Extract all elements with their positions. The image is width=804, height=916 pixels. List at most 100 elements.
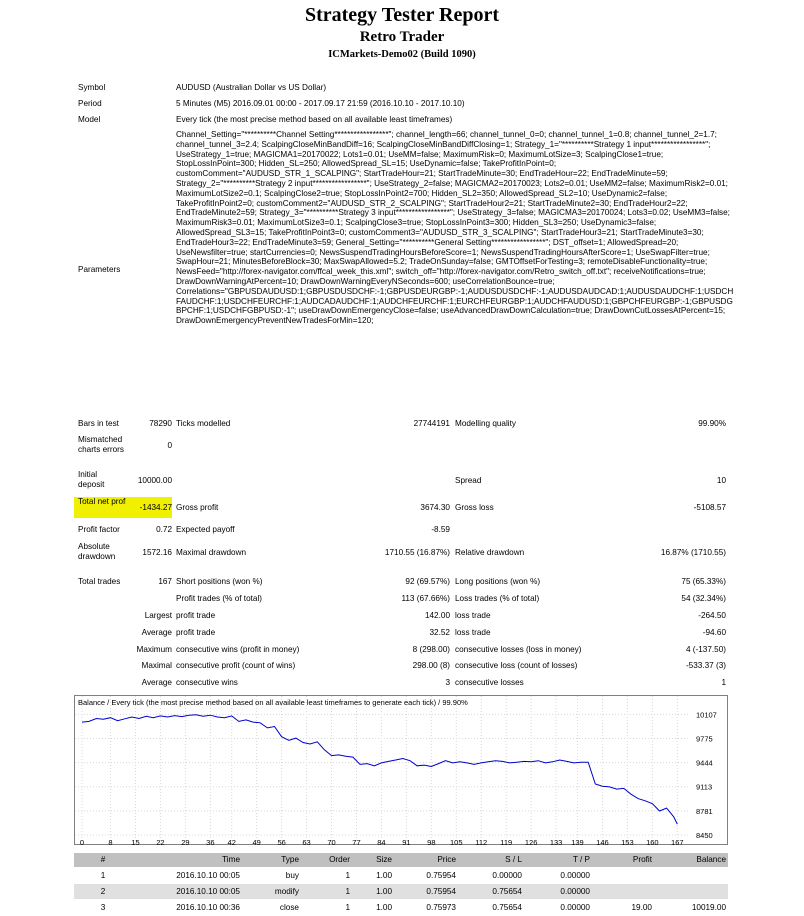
col-time-header: Time bbox=[222, 855, 240, 864]
col-number-cell: 3 bbox=[100, 903, 106, 912]
avg-cons-losses-label: consecutive losses bbox=[455, 678, 524, 687]
net-profit-label: Total net profit bbox=[74, 497, 130, 518]
x-tick-label: 22 bbox=[156, 838, 165, 847]
mismatched-label: Mismatched charts errors bbox=[78, 435, 124, 454]
expert-name: Retro Trader bbox=[359, 29, 445, 45]
expected-payoff-label: Expected payoff bbox=[176, 525, 235, 534]
parameters-label: Parameters bbox=[78, 265, 121, 274]
average-loss-value: -94.60 bbox=[702, 628, 726, 637]
x-tick-label: 0 bbox=[79, 838, 85, 847]
deposit-value: 10000.00 bbox=[137, 476, 172, 485]
x-tick-label: 119 bbox=[500, 838, 513, 847]
abs-drawdown-value: 1572.16 bbox=[142, 548, 172, 557]
max-cons-wins-value: 8 (298.00) bbox=[412, 645, 450, 654]
x-tick-label: 77 bbox=[352, 838, 361, 847]
quality-value: 99.90% bbox=[698, 419, 726, 428]
x-tick-label: 98 bbox=[427, 838, 436, 847]
total-trades-value: 167 bbox=[158, 577, 172, 586]
report-title: Strategy Tester Report bbox=[304, 4, 500, 26]
table-row: 2 2016.10.10 00:05 modify 1 1.00 0.75954 0.756… bbox=[74, 884, 728, 899]
long-label: Long positions (won %) bbox=[455, 577, 541, 586]
largest-profit-label: profit trade bbox=[176, 611, 216, 620]
largest-loss-label: loss trade bbox=[455, 611, 491, 620]
spread-label: Spread bbox=[455, 476, 482, 485]
server-build: ICMarkets-Demo02 (Build 1090) bbox=[328, 49, 476, 60]
gross-loss-label: Gross loss bbox=[455, 503, 494, 512]
x-tick-label: 167 bbox=[671, 838, 684, 847]
col-size-header: Size bbox=[376, 855, 392, 864]
symbol-value: AUDUSD (Australian Dollar vs US Dollar) bbox=[176, 83, 327, 92]
net-profit-value: -1434.27 bbox=[126, 497, 172, 518]
ticks-value: 27744191 bbox=[413, 419, 450, 428]
col-order-cell: 1 bbox=[345, 871, 350, 880]
balance-chart: 10107 9775 9444 9113 8781 8450 Balance / Ever… bbox=[74, 695, 728, 845]
short-label: Short positions (won %) bbox=[176, 577, 263, 586]
col-sl-cell: 0.00000 bbox=[492, 871, 522, 880]
col-balance-header: Balance bbox=[696, 855, 726, 864]
maximal-cons-profit-value: 298.00 (8) bbox=[412, 661, 450, 670]
col-time-cell: 2016.10.10 00:36 bbox=[176, 903, 240, 912]
x-tick-label: 36 bbox=[206, 838, 215, 847]
period-label: Period bbox=[78, 99, 102, 108]
col-number-header: # bbox=[100, 855, 106, 864]
x-tick-label: 146 bbox=[596, 838, 609, 847]
col-tp-cell: 0.00000 bbox=[560, 903, 590, 912]
x-tick-label: 56 bbox=[277, 838, 286, 847]
x-tick-label: 105 bbox=[450, 838, 463, 847]
chart-frame bbox=[74, 695, 728, 845]
gross-profit-label: Gross profit bbox=[176, 503, 219, 512]
col-profit-cell: 19.00 bbox=[631, 903, 653, 912]
y-tick-label: 8781 bbox=[696, 807, 713, 816]
col-number-cell: 1 bbox=[100, 871, 106, 880]
x-tick-label: 112 bbox=[475, 838, 488, 847]
long-value: 75 (65.33%) bbox=[681, 577, 726, 586]
col-type-cell: buy bbox=[285, 871, 299, 880]
maximum-label: Maximum bbox=[136, 645, 172, 654]
avg-cons-losses-value: 1 bbox=[721, 678, 726, 687]
col-order-header: Order bbox=[329, 855, 350, 864]
gross-loss-value: -5108.57 bbox=[693, 503, 726, 512]
ticks-label: Ticks modelled bbox=[176, 419, 231, 428]
col-type-cell: close bbox=[279, 903, 299, 912]
col-tp-cell: 0.00000 bbox=[560, 871, 590, 880]
average-loss-label: loss trade bbox=[455, 628, 491, 637]
x-tick-label: 133 bbox=[549, 838, 563, 847]
max-drawdown-value: 1710.55 (16.87%) bbox=[384, 548, 450, 557]
largest-label: Largest bbox=[144, 611, 172, 620]
y-tick-label: 9444 bbox=[696, 759, 713, 768]
x-tick-label: 84 bbox=[377, 838, 386, 847]
x-tick-label: 91 bbox=[402, 838, 411, 847]
chart-title: Balance / Every tick (the most precise m… bbox=[78, 698, 468, 707]
col-size-cell: 1.00 bbox=[376, 903, 392, 912]
profit-trades-value: 113 (67.66%) bbox=[401, 594, 450, 603]
maximal-label: Maximal bbox=[141, 661, 172, 670]
x-tick-label: 139 bbox=[571, 838, 584, 847]
col-balance-cell: 10019.00 bbox=[691, 903, 726, 912]
table-row: 3 2016.10.10 00:36 close 1 1.00 0.75973 0.7565… bbox=[74, 900, 728, 915]
profit-factor-value: 0.72 bbox=[156, 525, 172, 534]
quality-label: Modelling quality bbox=[455, 419, 516, 428]
col-profit-header: Profit bbox=[632, 855, 652, 864]
y-tick-label: 9113 bbox=[696, 783, 712, 792]
max-cons-wins-label: consecutive wins (profit in money) bbox=[176, 645, 300, 654]
x-tick-label: 8 bbox=[108, 838, 113, 847]
bars-label: Bars in test bbox=[78, 419, 119, 428]
loss-trades-value: 54 (32.34%) bbox=[681, 594, 726, 603]
average-profit-label: profit trade bbox=[176, 628, 216, 637]
col-tp-cell: 0.00000 bbox=[560, 887, 590, 896]
col-price-cell: 0.75973 bbox=[426, 903, 456, 912]
profit-factor-label: Profit factor bbox=[78, 525, 120, 534]
col-type-cell: modify bbox=[274, 887, 299, 896]
col-price-cell: 0.75954 bbox=[426, 871, 456, 880]
x-tick-label: 42 bbox=[227, 838, 236, 847]
largest-loss-value: -264.50 bbox=[698, 611, 726, 620]
period-value: 5 Minutes (M5) 2016.09.01 00:00 - 2017.0… bbox=[176, 99, 465, 108]
maximal-cons-loss-value: -533.37 (3) bbox=[685, 661, 726, 670]
average2-label: Average bbox=[141, 678, 172, 687]
col-tp-header: T / P bbox=[572, 855, 590, 864]
model-value: Every tick (the most precise method base… bbox=[176, 115, 453, 124]
col-time-cell: 2016.10.10 00:05 bbox=[176, 887, 240, 896]
profit-trades-label: Profit trades (% of total) bbox=[176, 594, 263, 603]
col-order-cell: 1 bbox=[345, 903, 350, 912]
col-time-cell: 2016.10.10 00:05 bbox=[176, 871, 240, 880]
